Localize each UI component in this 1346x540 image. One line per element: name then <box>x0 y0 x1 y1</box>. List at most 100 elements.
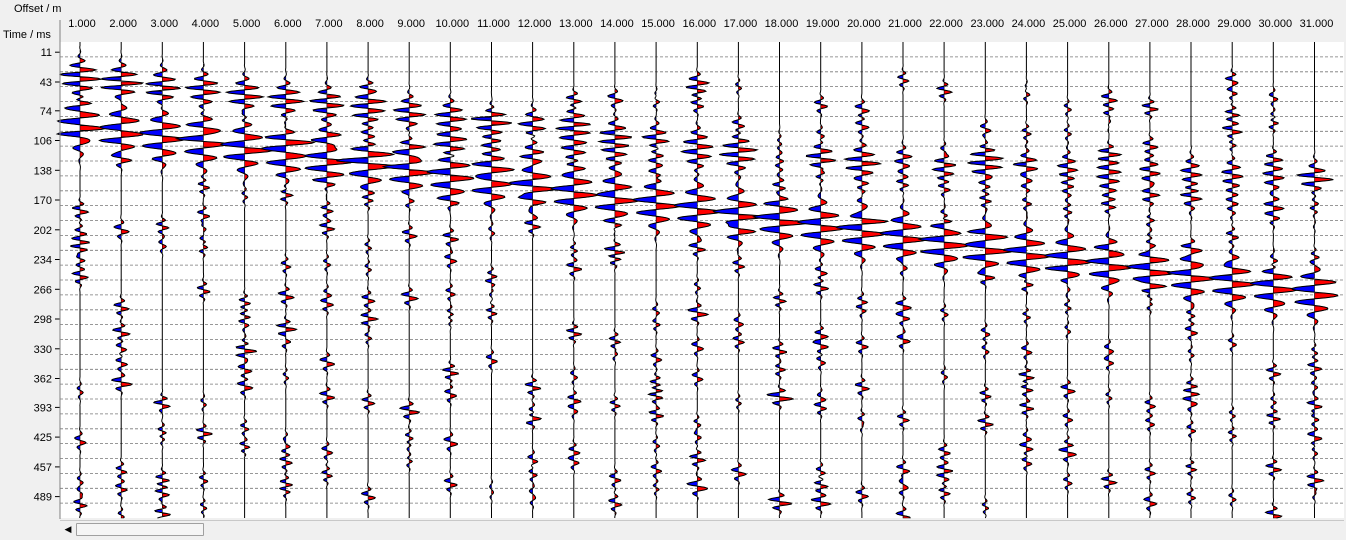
trace-line <box>261 42 316 518</box>
trace-line <box>879 42 928 519</box>
trace <box>1208 42 1257 518</box>
trace-line <box>797 42 845 519</box>
trace <box>138 42 187 519</box>
scroll-left-arrow-icon[interactable]: ◀ <box>64 524 72 534</box>
trace <box>219 42 274 518</box>
trace <box>381 42 435 518</box>
offset-tick-label: 6.000 <box>274 18 302 30</box>
trace <box>55 42 107 519</box>
time-tick-label: 266 <box>34 284 52 296</box>
time-tick-label: 362 <box>34 374 52 386</box>
trace-line <box>55 42 107 519</box>
offset-tick-label: 10.000 <box>435 18 469 30</box>
time-tick-label: 425 <box>34 432 52 444</box>
trace-line <box>426 42 475 518</box>
trace <box>712 42 768 518</box>
trace-line <box>1291 42 1339 518</box>
trace-line <box>917 42 971 518</box>
trace <box>632 42 681 518</box>
trace-line <box>1249 42 1298 519</box>
trace <box>261 42 316 518</box>
offset-tick-label: 21.000 <box>888 18 922 30</box>
trace-line <box>471 42 516 518</box>
trace-line <box>834 42 890 518</box>
time-tick-label: 170 <box>34 195 52 207</box>
trace <box>471 42 516 518</box>
offset-tick-label: 19.000 <box>806 18 840 30</box>
offset-tick-label: 22.000 <box>929 18 963 30</box>
trace <box>879 42 928 519</box>
offset-tick-label: 29.000 <box>1217 18 1251 30</box>
trace <box>594 42 640 518</box>
time-tick-label: 11 <box>41 47 52 59</box>
trace-line <box>138 42 187 519</box>
offset-tick-label: 12.000 <box>518 18 552 30</box>
offset-tick-label: 7.000 <box>315 18 343 30</box>
time-tick-label: 202 <box>34 225 52 237</box>
trace <box>98 42 145 519</box>
time-tick-label: 234 <box>34 255 52 267</box>
time-axis: 11 43 74 106 138 170 202 234 266 298 330 362 393 425 4… <box>34 47 60 504</box>
offset-tick-label: 18.000 <box>765 18 799 30</box>
trace <box>1166 42 1217 518</box>
offset-tick-label: 11.000 <box>477 18 510 30</box>
trace <box>673 42 722 518</box>
trace <box>1249 42 1298 519</box>
trace-line <box>673 42 722 518</box>
offset-tick-label: 15.000 <box>641 18 675 30</box>
time-tick-label: 138 <box>34 165 52 177</box>
time-tick-label: 393 <box>34 402 52 414</box>
time-tick-label: 106 <box>34 136 52 148</box>
offset-tick-label: 23.000 <box>970 18 1004 30</box>
time-tick-label: 298 <box>34 314 52 326</box>
offset-tick-label: 25.000 <box>1053 18 1087 30</box>
offset-tick-label: 26.000 <box>1094 18 1128 30</box>
trace <box>1085 42 1133 518</box>
trace-line <box>507 42 559 518</box>
offset-tick-label: 9.000 <box>397 18 425 30</box>
trace-line <box>752 42 810 519</box>
offset-tick-label: 13.000 <box>559 18 593 30</box>
time-tick-label: 330 <box>34 344 52 356</box>
offset-tick-label: 1.000 <box>68 18 96 30</box>
trace-line <box>304 42 355 518</box>
offset-tick-label: 5.000 <box>233 18 261 30</box>
trace <box>1002 42 1051 518</box>
time-tick-label: 457 <box>34 462 52 474</box>
trace-line <box>1002 42 1051 518</box>
offset-tick-label: 16.000 <box>682 18 716 30</box>
trace-line <box>98 42 145 519</box>
offset-tick-label: 30.000 <box>1258 18 1292 30</box>
offset-tick-label: 2.000 <box>109 18 137 30</box>
grid-lines <box>60 56 1344 504</box>
trace <box>426 42 475 518</box>
trace-line <box>1208 42 1257 518</box>
trace <box>752 42 810 519</box>
offset-tick-label: 3.000 <box>151 18 179 30</box>
trace-line <box>1044 42 1093 518</box>
horizontal-scrollbar[interactable]: ◀ <box>60 520 1344 536</box>
trace <box>507 42 559 518</box>
offset-tick-label: 31.000 <box>1300 18 1334 30</box>
offset-tick-label: 28.000 <box>1176 18 1210 30</box>
trace-line <box>550 42 598 518</box>
trace-line <box>1085 42 1133 518</box>
x-axis-label: Offset / m <box>14 3 61 15</box>
trace-line <box>632 42 681 518</box>
trace-line <box>1166 42 1217 518</box>
trace-line <box>335 42 398 518</box>
offset-tick-label: 14.000 <box>600 18 634 30</box>
offset-tick-label: 20.000 <box>847 18 881 30</box>
trace-line <box>381 42 435 518</box>
offset-tick-label: 8.000 <box>356 18 384 30</box>
trace <box>917 42 971 518</box>
trace-line <box>174 42 231 519</box>
trace <box>335 42 398 518</box>
scrollbar-thumb[interactable] <box>76 523 204 536</box>
offset-tick-label: 24.000 <box>1012 18 1046 30</box>
trace <box>834 42 890 518</box>
trace <box>174 42 231 519</box>
offset-tick-label: 4.000 <box>192 18 220 30</box>
trace <box>1291 42 1339 518</box>
